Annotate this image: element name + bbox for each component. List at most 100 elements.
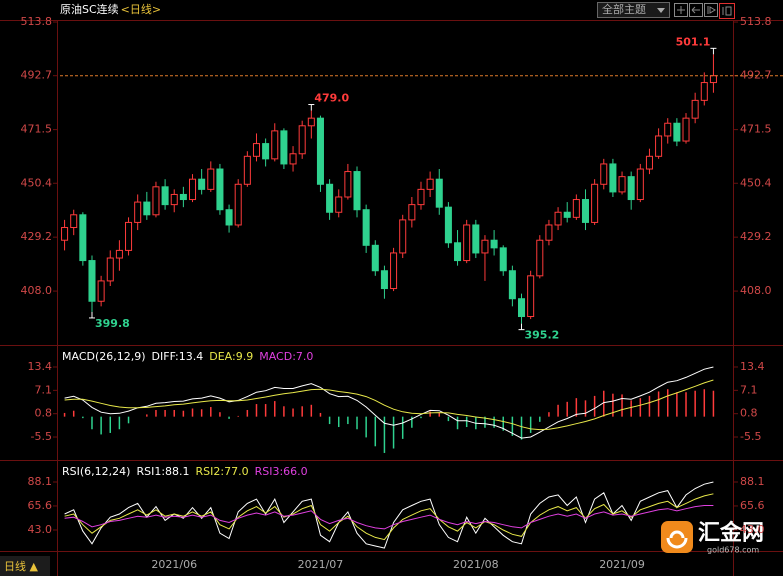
candle-body [691,99,699,119]
y-tick-label: 408.0 [21,284,53,297]
y-tick-label: 513.8 [21,15,53,28]
candle-body [463,224,471,262]
instrument-title: 原油SC连续 [60,2,119,16]
candle-body [536,239,544,277]
candle-body [79,214,87,262]
legend-item: RSI2:77.0 [196,465,249,478]
candle-body [106,257,114,282]
legend-item: DIFF:13.4 [152,350,204,363]
candle-body [600,163,608,185]
candle-body [152,186,160,216]
y-tick-label: 450.4 [21,176,53,189]
candle-body [307,117,315,127]
y-tick-label: -5.5 [31,430,52,443]
footer-period[interactable]: 日线 ▲ [4,559,38,573]
candle-body [517,298,526,318]
candle-body [645,155,653,170]
theme-button[interactable]: 全部主题 [597,2,670,18]
candle-body [609,163,617,193]
candle-body [490,239,498,249]
candle-body [572,199,580,218]
panel-frame [0,20,783,576]
toolbar [674,3,735,19]
candle-body [390,252,398,290]
logo-icon [661,521,693,553]
candle-body [289,153,297,165]
tool-button[interactable] [689,3,703,17]
candle-body [408,204,416,221]
watermark: 汇金网 gold678.com [661,520,764,555]
candle-body [262,143,270,160]
candle-body [88,260,96,302]
extreme-label: 501.1 [676,35,711,48]
indicator-line [64,505,714,530]
tool-icon [722,6,732,16]
y-tick-label: 429.2 [740,230,772,243]
y-tick-label: 88.1 [28,475,53,488]
candle-body [673,122,681,142]
candle-body [682,117,690,142]
button-label: 全部主题 [602,2,646,16]
period-label[interactable]: <日线> [121,2,161,16]
candle-body [545,224,553,241]
y-tick-label: 13.4 [740,360,765,373]
candle-body [280,130,288,165]
candle-body [664,122,672,137]
candle-body [636,168,644,201]
y-tick-label: 450.4 [740,176,772,189]
candle-body [655,135,663,157]
tool-button[interactable] [674,3,688,17]
x-tick-label: 2021/08 [453,558,499,571]
candle-body [207,168,215,190]
candle-body [225,209,233,226]
legend-item: RSI3:66.0 [255,465,308,478]
candle-body [499,247,507,272]
legend-item: RSI1:88.1 [136,465,189,478]
candle-body [115,249,123,259]
candle-body [454,242,462,262]
watermark-name: 汇金网 [698,520,764,546]
y-tick-label: 88.1 [740,475,765,488]
y-tick-label: 43.0 [28,523,53,536]
candle-body [316,117,324,185]
y-tick-label: 429.2 [21,230,53,243]
candle-body [618,176,626,193]
candle-body [252,143,261,157]
tool-icon [677,6,685,14]
candle-body [581,199,590,223]
extreme-label: 479.0 [314,92,349,105]
y-tick-label: 7.1 [740,383,758,396]
x-tick-label: 2021/09 [599,558,645,571]
candle-body [353,171,361,211]
legend-item: DEA:9.9 [209,350,253,363]
candle-body [335,196,343,213]
candle-body [188,178,197,201]
candle-body [591,183,599,223]
tool-button[interactable] [719,3,735,19]
extreme-label: 399.8 [95,317,130,330]
candle-body [362,209,370,246]
candle-body [435,178,443,208]
panel-title: MACD(26,12,9) [62,350,146,363]
candle-body [271,130,279,160]
footer-tab[interactable] [0,556,50,576]
candle-body [61,227,69,241]
candle-body [527,275,535,318]
candle-body [371,244,379,272]
candle-body [444,206,452,244]
candle-body [472,224,480,254]
y-tick-label: 0.8 [740,407,758,420]
candle-body [709,75,717,84]
watermark-site: gold678.com [707,546,759,555]
candle-body [326,183,334,213]
extreme-label: 395.2 [525,329,560,342]
candle-body [417,188,425,206]
tool-button[interactable] [704,3,718,17]
candle-body [170,193,178,206]
dropdown-arrow [657,8,665,13]
candle-body [216,168,224,211]
panel-title: RSI(6,12,24) [62,465,130,478]
tool-icon [707,6,716,14]
candle-body [508,270,516,300]
tool-icon [691,6,700,14]
